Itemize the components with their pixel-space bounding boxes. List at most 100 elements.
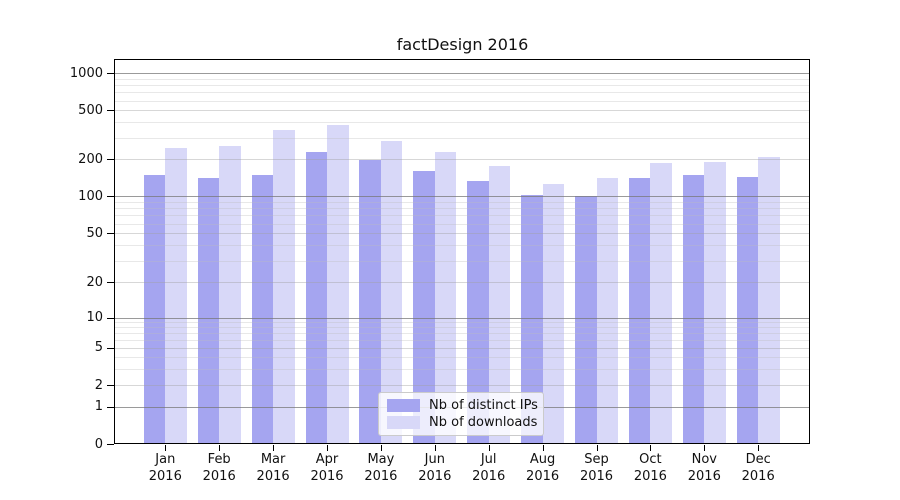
xtick-mark-mar — [273, 445, 275, 451]
xtick-month: May — [367, 452, 395, 467]
gridline-y-20 — [115, 282, 810, 284]
bar-jan-distinct-ips — [143, 174, 166, 444]
bar-feb-distinct-ips — [197, 177, 220, 444]
ytick-label-100: 100 — [78, 188, 103, 204]
gridline-y-2 — [115, 385, 810, 386]
xtick-mark-nov — [704, 445, 706, 451]
ytick-mark-500 — [107, 110, 114, 112]
xtick-month: Mar — [260, 452, 286, 467]
ytick-label-50: 50 — [86, 225, 103, 241]
gridline-y-5 — [115, 347, 810, 349]
xtick-month: Nov — [691, 452, 717, 467]
minor-gridline-y-7 — [115, 333, 810, 335]
bar-apr-downloads — [327, 125, 349, 444]
xtick-month: Apr — [315, 452, 339, 467]
xtick-month: Sep — [584, 452, 609, 467]
xtick-label-sep: Sep 2016 — [570, 452, 624, 485]
minor-gridline-y-800 — [115, 85, 810, 87]
ytick-label-0: 0 — [94, 436, 103, 452]
ytick-mark-10 — [107, 317, 114, 319]
xtick-year: 2016 — [472, 468, 506, 484]
xtick-month: Aug — [529, 452, 556, 467]
bar-dec-distinct-ips — [736, 176, 759, 444]
xtick-mark-jan — [165, 445, 167, 451]
ytick-mark-2 — [107, 385, 114, 386]
xtick-label-oct: Oct 2016 — [623, 452, 677, 485]
xtick-label-jun: Jun 2016 — [408, 452, 462, 485]
minor-gridline-y-8 — [115, 327, 810, 329]
legend: Nb of distinct IPs Nb of downloads — [378, 392, 544, 436]
xtick-mark-aug — [542, 445, 544, 451]
bar-jun-distinct-ips — [413, 171, 435, 444]
ytick-label-2: 2 — [94, 377, 103, 393]
ytick-mark-1 — [107, 406, 114, 408]
xtick-mark-jun — [434, 445, 436, 451]
gridline-y-500 — [115, 110, 810, 112]
minor-gridline-y-30 — [115, 260, 810, 262]
bar-mar-distinct-ips — [251, 175, 274, 444]
bar-jun-downloads — [434, 151, 457, 444]
ytick-mark-1000 — [107, 73, 114, 75]
minor-gridline-y-70 — [115, 215, 810, 217]
xtick-label-dec: Dec 2016 — [731, 452, 785, 485]
xtick-month: Dec — [745, 452, 771, 467]
xtick-label-aug: Aug 2016 — [516, 452, 570, 485]
bar-mar-downloads — [273, 129, 295, 444]
bar-jan-downloads — [165, 148, 187, 444]
minor-gridline-y-400 — [115, 122, 810, 124]
ytick-label-10: 10 — [86, 310, 103, 326]
xtick-year: 2016 — [310, 468, 344, 484]
xtick-mark-sep — [596, 445, 598, 451]
legend-item-downloads: Nb of downloads — [387, 415, 538, 431]
bar-oct-distinct-ips — [628, 178, 651, 444]
ytick-label-1000: 1000 — [69, 65, 103, 81]
xtick-mark-oct — [650, 445, 652, 451]
minor-gridline-y-600 — [115, 100, 810, 102]
bar-may-distinct-ips — [359, 160, 381, 444]
ytick-mark-50 — [107, 233, 114, 235]
bar-sep-downloads — [596, 178, 618, 444]
bar-oct-downloads — [650, 162, 672, 444]
legend-label: Nb of distinct IPs — [429, 397, 538, 413]
minor-gridline-y-80 — [115, 208, 810, 210]
xtick-mark-dec — [758, 445, 760, 451]
minor-gridline-y-40 — [115, 245, 810, 247]
xtick-label-apr: Apr 2016 — [300, 452, 354, 485]
xtick-month: Jan — [155, 452, 176, 467]
bar-jul-distinct-ips — [467, 180, 489, 444]
gridline-y-200 — [115, 159, 810, 161]
bar-dec-downloads — [758, 156, 780, 444]
xtick-year: 2016 — [256, 468, 290, 484]
xtick-label-mar: Mar 2016 — [246, 452, 300, 485]
xtick-year: 2016 — [148, 468, 182, 484]
xtick-year: 2016 — [741, 468, 775, 484]
ytick-label-20: 20 — [86, 274, 103, 290]
xtick-month: Jun — [424, 452, 445, 467]
bar-nov-distinct-ips — [682, 175, 705, 444]
bar-aug-distinct-ips — [521, 195, 543, 444]
xtick-label-nov: Nov 2016 — [677, 452, 731, 485]
ytick-mark-0 — [107, 444, 114, 446]
minor-gridline-y-6 — [115, 339, 810, 341]
bar-nov-downloads — [704, 161, 726, 444]
xtick-month: Oct — [639, 452, 662, 467]
gridline-y-100 — [115, 196, 810, 198]
legend-label: Nb of downloads — [429, 415, 538, 431]
xtick-label-jan: Jan 2016 — [138, 452, 192, 485]
bar-aug-downloads — [542, 184, 565, 444]
xtick-label-may: May 2016 — [354, 452, 408, 485]
ytick-mark-5 — [107, 347, 114, 349]
bar-jul-downloads — [488, 165, 511, 444]
xtick-month: Feb — [207, 452, 231, 467]
ytick-label-5: 5 — [94, 340, 103, 356]
xtick-year: 2016 — [202, 468, 236, 484]
xtick-mark-feb — [219, 445, 221, 451]
xtick-label-feb: Feb 2016 — [192, 452, 246, 485]
ytick-label-500: 500 — [78, 102, 103, 118]
minor-gridline-y-90 — [115, 201, 810, 203]
ytick-mark-20 — [107, 282, 114, 284]
xtick-mark-jul — [488, 445, 490, 451]
xtick-mark-apr — [327, 445, 328, 451]
legend-swatch-downloads — [387, 416, 420, 430]
